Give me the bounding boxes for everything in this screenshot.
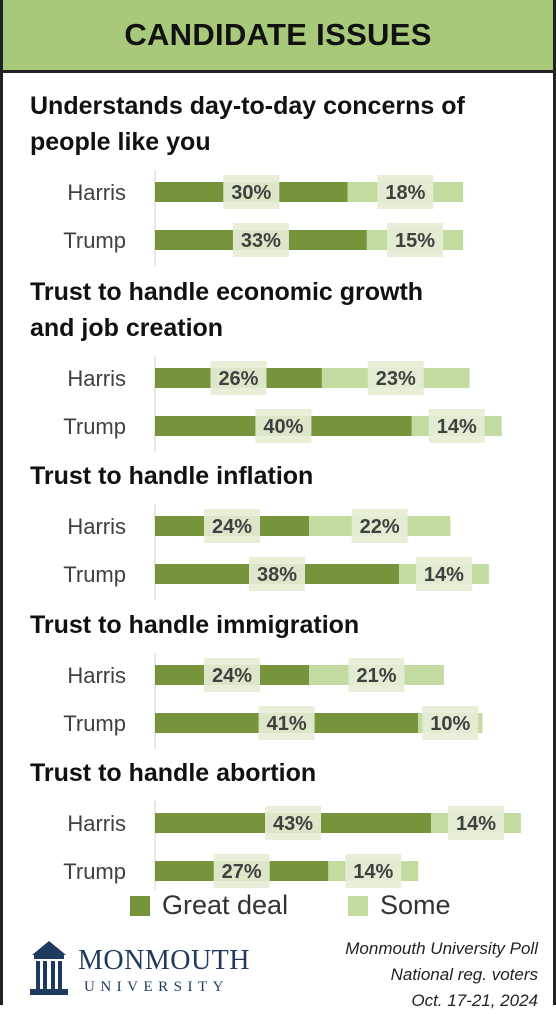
row-label-harris-group-2: Harris bbox=[67, 366, 126, 391]
data-label-some-trump-group-2-bg bbox=[428, 409, 485, 443]
row-label-trump-group-1: Trump bbox=[63, 228, 126, 253]
row-label-harris-group-3: Harris bbox=[67, 514, 126, 539]
group-title-5-line-1: Trust to handle abortion bbox=[30, 759, 316, 787]
source-line-poll: Monmouth University Poll bbox=[345, 939, 538, 958]
data-label-great-deal-trump-group-4: 41% bbox=[267, 713, 307, 735]
group-title-3-line-1: Trust to handle inflation bbox=[30, 462, 313, 490]
data-label-some-trump-group-3: 14% bbox=[424, 564, 464, 586]
data-label-great-deal-harris-group-1-bg bbox=[223, 175, 280, 209]
data-label-great-deal-harris-group-2-bg bbox=[210, 361, 267, 395]
legend-label-great-deal: Great deal bbox=[162, 890, 289, 920]
data-label-great-deal-trump-group-3-bg bbox=[248, 557, 305, 591]
data-label-great-deal-trump-group-4-bg bbox=[258, 706, 315, 740]
data-label-some-harris-group-5: 14% bbox=[456, 813, 496, 835]
legend-swatch-great-deal bbox=[130, 896, 150, 916]
data-label-some-trump-group-4: 10% bbox=[430, 713, 470, 735]
data-label-some-trump-group-4-bg bbox=[422, 706, 479, 740]
row-label-harris-group-4: Harris bbox=[67, 663, 126, 688]
data-label-some-harris-group-4: 21% bbox=[356, 665, 396, 687]
bar-chart: Understands day-to-day concerns of people… bbox=[30, 92, 521, 890]
data-label-great-deal-harris-group-3: 24% bbox=[212, 516, 252, 538]
group-title-1-line-1: Understands day-to-day concerns of bbox=[30, 92, 465, 120]
data-label-great-deal-harris-group-1: 30% bbox=[231, 182, 271, 204]
source-line-sample: National reg. voters bbox=[390, 965, 538, 984]
row-label-harris-group-1: Harris bbox=[67, 180, 126, 205]
group-title-4-line-1: Trust to handle immigration bbox=[30, 611, 359, 639]
data-label-great-deal-harris-group-5-bg bbox=[265, 806, 322, 840]
data-label-great-deal-harris-group-4: 24% bbox=[212, 665, 252, 687]
chart-legend: Great deal Some bbox=[0, 888, 556, 924]
data-label-some-trump-group-5: 14% bbox=[353, 861, 393, 883]
row-label-harris-group-5: Harris bbox=[67, 811, 126, 836]
group-title-2-line-2: and job creation bbox=[30, 314, 223, 342]
data-label-great-deal-trump-group-3: 38% bbox=[257, 564, 297, 586]
group-title-2-line-1: Trust to handle economic growth bbox=[30, 278, 423, 306]
logo-subtitle: UNIVERSITY bbox=[84, 979, 229, 995]
data-label-some-harris-group-1: 18% bbox=[385, 182, 425, 204]
university-logo: MONMOUTH UNIVERSITY bbox=[28, 935, 268, 1005]
data-label-some-harris-group-4-bg bbox=[348, 658, 405, 692]
row-label-trump-group-2: Trump bbox=[63, 414, 126, 439]
data-label-some-harris-group-1-bg bbox=[377, 175, 434, 209]
data-label-great-deal-trump-group-5: 27% bbox=[222, 861, 262, 883]
page-title: CANDIDATE ISSUES bbox=[124, 17, 432, 52]
data-label-great-deal-trump-group-2-bg bbox=[255, 409, 312, 443]
data-label-great-deal-harris-group-5: 43% bbox=[273, 813, 313, 835]
group-title-1-line-2: people like you bbox=[30, 128, 211, 156]
data-label-some-trump-group-1-bg bbox=[387, 223, 444, 257]
legend-label-some: Some bbox=[380, 890, 451, 920]
data-label-great-deal-trump-group-1-bg bbox=[232, 223, 289, 257]
source-line-dates: Oct. 17-21, 2024 bbox=[411, 991, 538, 1010]
data-label-some-trump-group-1: 15% bbox=[395, 230, 435, 252]
data-label-great-deal-trump-group-5-bg bbox=[213, 854, 270, 888]
header-banner: CANDIDATE ISSUES bbox=[3, 0, 553, 73]
data-label-great-deal-trump-group-1: 33% bbox=[241, 230, 281, 252]
data-label-some-harris-group-2: 23% bbox=[376, 368, 416, 390]
data-label-some-harris-group-3: 22% bbox=[360, 516, 400, 538]
row-label-trump-group-5: Trump bbox=[63, 859, 126, 884]
data-label-great-deal-harris-group-3-bg bbox=[204, 509, 261, 543]
data-label-great-deal-harris-group-2: 26% bbox=[218, 368, 258, 390]
data-label-great-deal-harris-group-4-bg bbox=[204, 658, 261, 692]
legend-swatch-some bbox=[348, 896, 368, 916]
data-label-some-harris-group-3-bg bbox=[351, 509, 408, 543]
data-label-some-harris-group-2-bg bbox=[367, 361, 424, 395]
row-label-trump-group-4: Trump bbox=[63, 711, 126, 736]
data-label-some-trump-group-5-bg bbox=[345, 854, 402, 888]
data-label-some-trump-group-3-bg bbox=[415, 557, 472, 591]
data-label-great-deal-trump-group-2: 40% bbox=[263, 416, 303, 438]
logo-name: MONMOUTH bbox=[78, 945, 250, 976]
source-note: Monmouth University Poll National reg. v… bbox=[345, 936, 538, 1014]
data-label-some-harris-group-5-bg bbox=[448, 806, 504, 840]
row-label-trump-group-3: Trump bbox=[63, 562, 126, 587]
building-icon bbox=[30, 941, 68, 995]
data-label-some-trump-group-2: 14% bbox=[437, 416, 477, 438]
